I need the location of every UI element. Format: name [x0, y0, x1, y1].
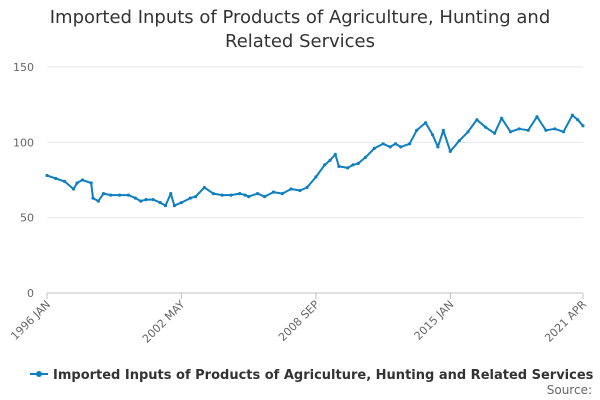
data-point[interactable] — [314, 175, 318, 179]
data-point[interactable] — [333, 152, 337, 156]
gridlines — [47, 66, 583, 294]
data-point[interactable] — [508, 130, 513, 134]
data-point[interactable] — [96, 199, 100, 203]
data-point[interactable] — [298, 188, 302, 193]
data-point[interactable] — [139, 199, 143, 203]
legend-point-marker — [36, 371, 42, 377]
data-point[interactable] — [188, 196, 192, 200]
data-point[interactable] — [169, 192, 173, 196]
data-point[interactable] — [238, 192, 242, 196]
data-point[interactable] — [424, 121, 428, 125]
data-point[interactable] — [363, 155, 367, 159]
chart-title: Imported Inputs of Products of Agricultu… — [49, 7, 551, 52]
data-point[interactable] — [45, 173, 49, 178]
data-point[interactable] — [351, 163, 355, 167]
data-point[interactable] — [179, 201, 183, 205]
data-point[interactable] — [431, 133, 435, 137]
data-point[interactable] — [109, 193, 113, 197]
data-point[interactable] — [500, 116, 504, 120]
x-axis: 1996 JAN 2002 MAY 2008 SEP 2015 JAN 2021 APR — [8, 293, 589, 346]
data-point[interactable] — [388, 145, 392, 149]
data-point[interactable] — [415, 128, 419, 132]
y-tick-label-1: 50 — [20, 212, 34, 225]
data-point[interactable] — [576, 118, 580, 122]
x-tick-label-1: 2002 MAY — [140, 298, 188, 346]
legend-label: Imported Inputs of Products of Agricultu… — [53, 368, 594, 383]
data-point[interactable] — [570, 113, 575, 117]
data-point[interactable] — [305, 185, 309, 190]
data-point[interactable] — [441, 128, 445, 132]
series-layer — [45, 113, 585, 208]
data-point[interactable] — [381, 142, 385, 146]
y-tick-label-2: 100 — [13, 136, 34, 149]
data-point[interactable] — [75, 181, 79, 185]
data-point[interactable] — [393, 142, 398, 146]
data-point[interactable] — [126, 193, 130, 197]
data-point[interactable] — [102, 192, 106, 196]
data-point[interactable] — [229, 193, 233, 197]
source-label: Source: — [546, 383, 592, 397]
data-point[interactable] — [323, 163, 327, 167]
data-point[interactable] — [163, 204, 168, 208]
x-tick-label-0: 1996 JAN — [8, 298, 53, 343]
data-point[interactable] — [484, 125, 488, 129]
y-tick-label-0: 0 — [27, 287, 34, 300]
x-tick-label-4: 2021 APR — [542, 298, 589, 345]
data-point[interactable] — [243, 193, 247, 197]
data-point[interactable] — [80, 178, 84, 182]
data-point[interactable] — [194, 195, 198, 199]
data-point[interactable] — [91, 196, 95, 200]
data-point[interactable] — [220, 193, 224, 197]
data-point[interactable] — [271, 190, 275, 194]
data-point[interactable] — [372, 146, 376, 150]
x-tick-label-3: 2015 JAN — [412, 298, 457, 343]
data-point[interactable] — [133, 196, 137, 200]
data-point[interactable] — [436, 145, 440, 149]
data-point[interactable] — [561, 130, 566, 134]
data-point[interactable] — [457, 139, 461, 143]
data-point[interactable] — [151, 198, 155, 202]
data-point[interactable] — [526, 128, 530, 132]
y-tick-label-3: 150 — [13, 61, 34, 74]
data-point[interactable] — [211, 192, 215, 196]
legend[interactable]: Imported Inputs of Products of Agricultu… — [30, 368, 594, 383]
data-point[interactable] — [399, 145, 403, 149]
data-point[interactable] — [202, 185, 206, 190]
data-point[interactable] — [71, 187, 76, 191]
data-point[interactable] — [54, 176, 58, 181]
data-point[interactable] — [63, 179, 67, 184]
data-point[interactable] — [408, 142, 412, 146]
data-point[interactable] — [356, 161, 360, 165]
data-point[interactable] — [263, 195, 267, 199]
data-point[interactable] — [337, 164, 341, 168]
data-point[interactable] — [89, 181, 93, 185]
data-point[interactable] — [158, 201, 162, 205]
data-point[interactable] — [289, 187, 293, 191]
series-line-0 — [46, 114, 584, 207]
data-point[interactable] — [493, 131, 497, 135]
data-point[interactable] — [544, 128, 548, 132]
data-point[interactable] — [280, 192, 284, 196]
data-point[interactable] — [144, 198, 148, 202]
data-point[interactable] — [517, 127, 521, 131]
data-point[interactable] — [475, 118, 479, 122]
y-axis-ticks: 0 50 100 150 — [13, 61, 34, 300]
data-point[interactable] — [117, 193, 122, 197]
data-point[interactable] — [328, 158, 332, 162]
data-point[interactable] — [172, 204, 176, 208]
data-point[interactable] — [448, 149, 452, 153]
data-point[interactable] — [581, 124, 585, 128]
data-point[interactable] — [255, 192, 260, 196]
data-point[interactable] — [346, 166, 350, 170]
x-tick-label-2: 2008 SEP — [276, 298, 322, 344]
data-point[interactable] — [553, 127, 557, 131]
data-point[interactable] — [247, 195, 251, 199]
data-point[interactable] — [535, 115, 539, 119]
data-point[interactable] — [466, 130, 470, 134]
